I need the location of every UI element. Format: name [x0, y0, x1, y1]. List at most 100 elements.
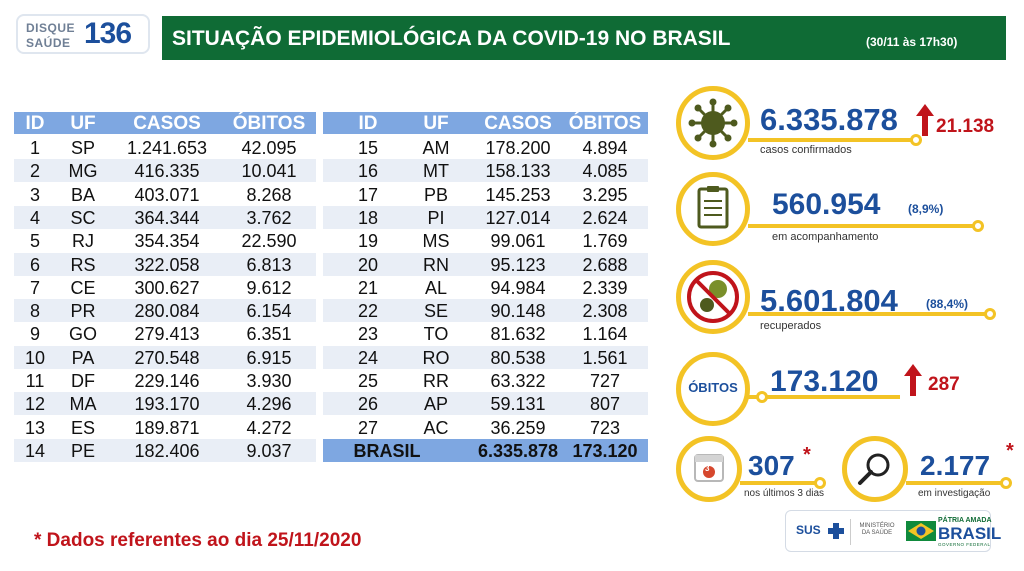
cell-id: 23: [357, 324, 379, 345]
cell-id: 8: [29, 301, 40, 322]
col-id-header: ID: [25, 113, 45, 134]
table-row: 14 PE 182.406 9.037: [14, 438, 316, 462]
recovered-ring: [676, 260, 750, 334]
sus-logo: SUS: [796, 523, 821, 537]
cell-obitos: 1.561: [582, 347, 628, 368]
recovered-label: recuperados: [760, 320, 822, 332]
cell-id: 3: [29, 184, 40, 205]
col-id-header: ID: [358, 113, 378, 134]
sus-cross-icon: [828, 523, 844, 539]
cell-id: 13: [24, 417, 46, 438]
cell-obitos: 8.268: [246, 184, 292, 205]
cell-obitos: 9.612: [246, 277, 292, 298]
page-title: SITUAÇÃO EPIDEMIOLÓGICA DA COVID-19 NO B…: [172, 27, 731, 50]
table-row: 16 MT 158.133 4.085: [323, 159, 648, 183]
cell-casos: 354.354: [134, 231, 200, 252]
col-casos-header: CASOS: [484, 113, 552, 134]
last3days-dot: [814, 477, 826, 489]
table-row: 20 RN 95.123 2.688: [323, 252, 648, 276]
col-uf-header: UF: [70, 113, 96, 134]
cell-casos: 279.413: [134, 324, 200, 345]
cell-uf: RJ: [72, 231, 94, 252]
cell-obitos: 723: [589, 417, 621, 438]
investigation-underline: [906, 481, 1006, 485]
table-header: ID UF CASOS ÓBITOS: [323, 112, 648, 134]
recovered-pct: (88,4%): [926, 297, 969, 311]
cell-casos: 36.259: [490, 417, 546, 438]
recovered-value: 5.601.804: [760, 283, 898, 318]
cell-id: 15: [357, 138, 379, 158]
cell-casos: 80.538: [490, 347, 546, 368]
col-uf-header: UF: [423, 113, 449, 134]
governo-federal-text: GOVERNO FEDERAL: [938, 542, 991, 547]
table-row: 25 RR 63.322 727: [323, 369, 648, 392]
table-row: 11 DF 229.146 3.930: [14, 369, 316, 392]
cell-obitos: 2.624: [582, 207, 628, 228]
cell-casos: 63.322: [490, 371, 546, 391]
cell-obitos: 6.915: [246, 347, 292, 368]
monitoring-ring: [676, 172, 750, 246]
footnote: * Dados referentes ao dia 25/11/2020: [34, 530, 362, 551]
col-obitos-header: ÓBITOS: [232, 113, 306, 134]
cell-uf: SE: [423, 301, 448, 322]
table-row: 8 PR 280.084 6.154: [14, 299, 316, 323]
cell-id: 19: [357, 231, 379, 252]
total-row: BRASIL 6.335.878 173.120: [323, 438, 648, 462]
cell-casos: 229.146: [134, 371, 200, 391]
cell-casos: 127.014: [485, 207, 551, 228]
cell-id: 10: [24, 347, 46, 368]
cell-id: 16: [357, 161, 379, 182]
cell-obitos: 3.295: [582, 184, 628, 205]
logo-disque-text: DISQUE: [26, 21, 76, 35]
cell-obitos: 22.590: [241, 231, 297, 252]
no-virus-icon: [687, 271, 739, 323]
cell-uf: TO: [423, 324, 449, 345]
cell-casos: 322.058: [134, 254, 200, 275]
cell-id: 17: [357, 184, 379, 205]
cell-id: 20: [357, 254, 379, 275]
cell-uf: PR: [70, 301, 96, 322]
table-row: 7 CE 300.627 9.612: [14, 276, 316, 299]
confirmed-increase: 21.138: [936, 116, 995, 137]
table-row: 10 PA 270.548 6.915: [14, 345, 316, 369]
cell-casos: 364.344: [134, 207, 200, 228]
table-row: 6 RS 322.058 6.813: [14, 252, 316, 276]
cell-id: 4: [29, 207, 40, 228]
brazil-flag-icon: [906, 521, 936, 541]
deaths-ring-label: ÓBITOS: [688, 380, 738, 395]
cell-casos: 178.200: [485, 138, 551, 158]
table-row: 3 BA 403.071 8.268: [14, 183, 316, 206]
report-date: (30/11 às 17h30): [866, 35, 958, 49]
table-row: 2 MG 416.335 10.041: [14, 159, 316, 183]
cell-id: 22: [357, 301, 379, 322]
cell-obitos: 6.351: [246, 324, 292, 345]
cell-uf: RN: [423, 254, 449, 275]
cell-casos: 158.133: [485, 161, 551, 182]
table-row: 27 AC 36.259 723: [323, 416, 648, 439]
cell-obitos: 42.095: [241, 138, 297, 158]
last3days-star: *: [803, 444, 811, 466]
government-logos: SUS MINISTÉRIO DA SAÚDE PÁTRIA AMADA BRA…: [785, 510, 1001, 552]
cell-obitos: 3.930: [246, 371, 292, 391]
table-row: 4 SC 364.344 3.762: [14, 205, 316, 229]
cell-id: 9: [29, 324, 40, 345]
monitoring-dot: [972, 220, 984, 232]
table-row: 5 RJ 354.354 22.590: [14, 229, 316, 252]
cell-uf: DF: [71, 371, 95, 391]
cell-id: 11: [25, 371, 45, 391]
cell-id: 25: [357, 371, 379, 391]
cell-casos: 189.871: [134, 417, 200, 438]
investigation-label: em investigação: [918, 488, 991, 499]
confirmed-label: casos confirmados: [760, 144, 852, 156]
cell-casos: 193.170: [134, 394, 200, 415]
cell-casos: 403.071: [134, 184, 200, 205]
cell-casos: 300.627: [134, 277, 200, 298]
cell-uf: MS: [422, 231, 450, 252]
deaths-increase: 287: [928, 374, 960, 395]
cell-obitos: 6.813: [246, 254, 292, 275]
cell-obitos: 4.296: [246, 394, 292, 415]
cell-uf: AC: [423, 417, 449, 438]
cell-casos: 270.548: [134, 347, 200, 368]
logo-saude-text: SAÚDE: [26, 36, 71, 50]
calendar-icon: [694, 454, 724, 482]
